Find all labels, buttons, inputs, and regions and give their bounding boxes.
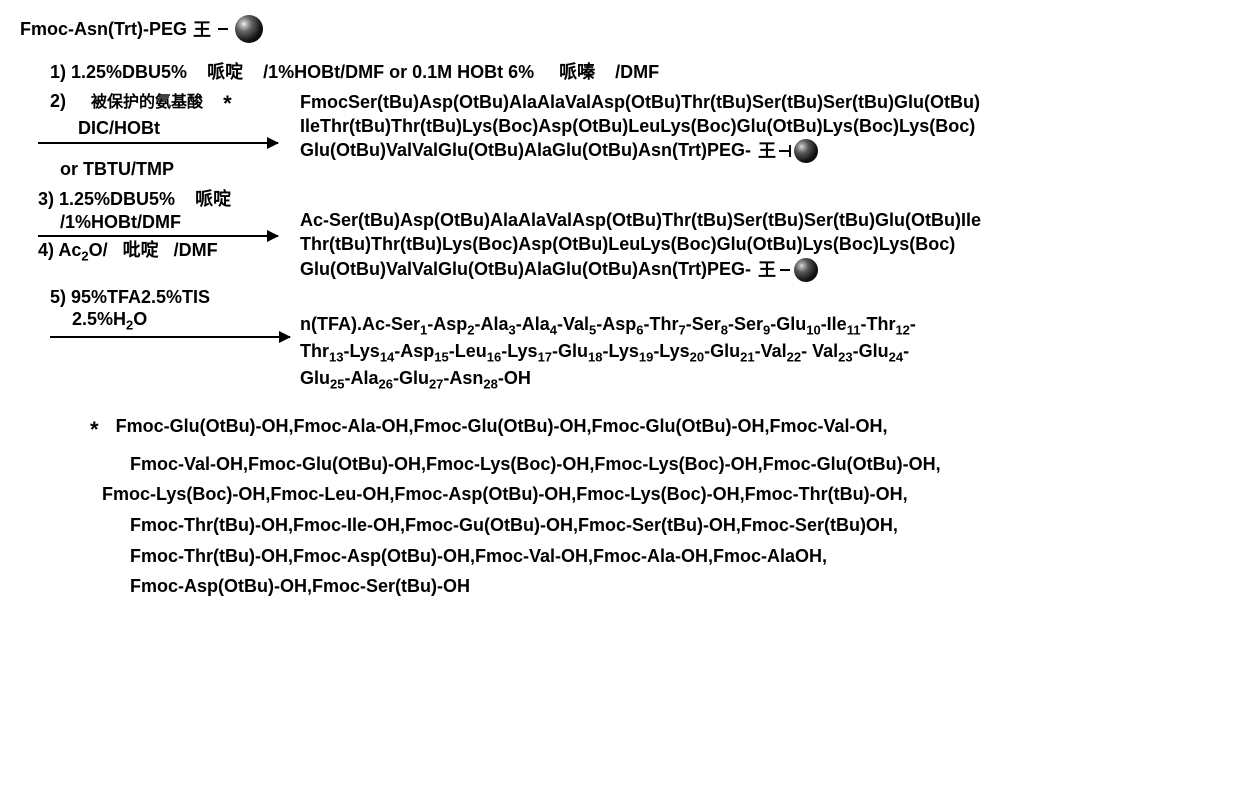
step4-label: 4) Ac: [38, 240, 81, 260]
product3-prefix: n(TFA).: [300, 314, 362, 334]
reaction-arrow-2: [38, 235, 278, 237]
product1-resin-label: 王: [758, 139, 776, 163]
footnote-l3: Fmoc-Lys(Boc)-OH,Fmoc-Leu-OH,Fmoc-Asp(Ot…: [90, 479, 1219, 510]
reaction-block-1: 2) 被保护的氨基酸 * DIC/HOBt or TBTU/TMP FmocSe…: [20, 90, 1219, 181]
step2-a: 2): [50, 91, 66, 111]
product2-line3: Glu(OtBu)ValValGlu(OtBu)AlaGlu(OtBu)Asn(…: [300, 259, 751, 279]
product3-line2: Thr13-Lys14-Asp15-Leu16-Lys17-Glu18-Lys1…: [300, 339, 1219, 366]
step4-label2: O/: [89, 240, 108, 260]
step1-cn: 哌啶: [207, 62, 243, 82]
footnote-l4: Fmoc-Thr(tBu)-OH,Fmoc-Ile-OH,Fmoc-Gu(OtB…: [90, 510, 1219, 541]
resin-sphere-icon: [235, 15, 263, 43]
product2-resin-label: 王: [758, 258, 776, 282]
reaction-block-3: 5) 95%TFA2.5%TIS 2.5%H2O n(TFA).Ac-Ser1-…: [20, 286, 1219, 393]
bond-dash: [780, 269, 790, 271]
asterisk-icon: *: [223, 91, 232, 116]
footnote-l6: Fmoc-Asp(OtBu)-OH,Fmoc-Ser(tBu)-OH: [90, 571, 1219, 602]
step1-cn2: 哌嗪: [559, 62, 595, 82]
bond-dash: [218, 28, 228, 30]
step2-cn: 被保护的氨基酸: [91, 94, 203, 111]
step-1: 1) 1.25%DBU5% 哌啶 /1%HOBt/DMF or 0.1M HOB…: [50, 61, 1219, 84]
step4-sub: 2: [81, 249, 88, 264]
product2-line1: Ac-Ser(tBu)Asp(OtBu)AlaAlaValAsp(OtBu)Th…: [300, 208, 1219, 232]
reaction-arrow-1: [38, 142, 278, 144]
step2-c: or TBTU/TMP: [60, 158, 300, 181]
footnote-l2: Fmoc-Val-OH,Fmoc-Glu(OtBu)-OH,Fmoc-Lys(B…: [90, 449, 1219, 480]
product1-line1: FmocSer(tBu)Asp(OtBu)AlaAlaValAsp(OtBu)T…: [300, 90, 1219, 114]
step5-label2: 2.5%H: [72, 309, 126, 329]
reaction-arrow-3: [50, 336, 290, 338]
product-3: n(TFA).Ac-Ser1-Asp2-Ala3-Ala4-Val5-Asp6-…: [300, 286, 1219, 393]
product1-line2: IleThr(tBu)Thr(tBu)Lys(Boc)Asp(OtBu)LeuL…: [300, 114, 1219, 138]
reaction-block-2: 3) 1.25%DBU5% 哌啶 /1%HOBt/DMF 4) Ac2O/ 吡啶…: [20, 188, 1219, 282]
product3-line3: Glu25-Ala26-Glu27-Asn28-OH: [300, 366, 1219, 393]
header-compound: Fmoc-Asn(Trt)-PEG 王: [20, 15, 1219, 43]
footnote-l5: Fmoc-Thr(tBu)-OH,Fmoc-Asp(OtBu)-OH,Fmoc-…: [90, 541, 1219, 572]
step4-cn: 吡啶: [123, 240, 159, 260]
product2-line2: Thr(tBu)Thr(tBu)Lys(Boc)Asp(OtBu)LeuLys(…: [300, 232, 1219, 256]
step5-label: 5) 95%TFA2.5%TIS: [50, 286, 300, 309]
footnote: * Fmoc-Glu(OtBu)-OH,Fmoc-Ala-OH,Fmoc-Glu…: [90, 411, 1219, 601]
product1-line3: Glu(OtBu)ValValGlu(OtBu)AlaGlu(OtBu)Asn(…: [300, 140, 751, 160]
step4-label3: /DMF: [174, 240, 218, 260]
step1-label: 1) 1.25%DBU5%: [50, 62, 187, 82]
tee-connector-icon: [779, 144, 791, 158]
step1-tail: /1%HOBt/DMF or 0.1M HOBt 6%: [263, 62, 534, 82]
step5-label3: O: [133, 309, 147, 329]
step3-label: 3) 1.25%DBU5%: [38, 189, 175, 209]
footnote-asterisk-icon: *: [90, 417, 99, 442]
step3-label2: /1%HOBt/DMF: [60, 211, 300, 234]
step1-tail2: /DMF: [615, 62, 659, 82]
product-1: FmocSer(tBu)Asp(OtBu)AlaAlaValAsp(OtBu)T…: [300, 90, 1219, 164]
resin-sphere-icon: [794, 139, 818, 163]
step3-cn: 哌啶: [195, 189, 231, 209]
resin-sphere-icon: [794, 258, 818, 282]
product3-seq-start: Ac-Ser1-Asp2-Ala3-Ala4-Val5-Asp6-Thr7-Se…: [362, 314, 916, 334]
footnote-l1: Fmoc-Glu(OtBu)-OH,Fmoc-Ala-OH,Fmoc-Glu(O…: [116, 416, 888, 436]
header-text: Fmoc-Asn(Trt)-PEG: [20, 19, 187, 40]
header-resin-label: 王: [193, 16, 211, 42]
product-2: Ac-Ser(tBu)Asp(OtBu)AlaAlaValAsp(OtBu)Th…: [300, 188, 1219, 282]
